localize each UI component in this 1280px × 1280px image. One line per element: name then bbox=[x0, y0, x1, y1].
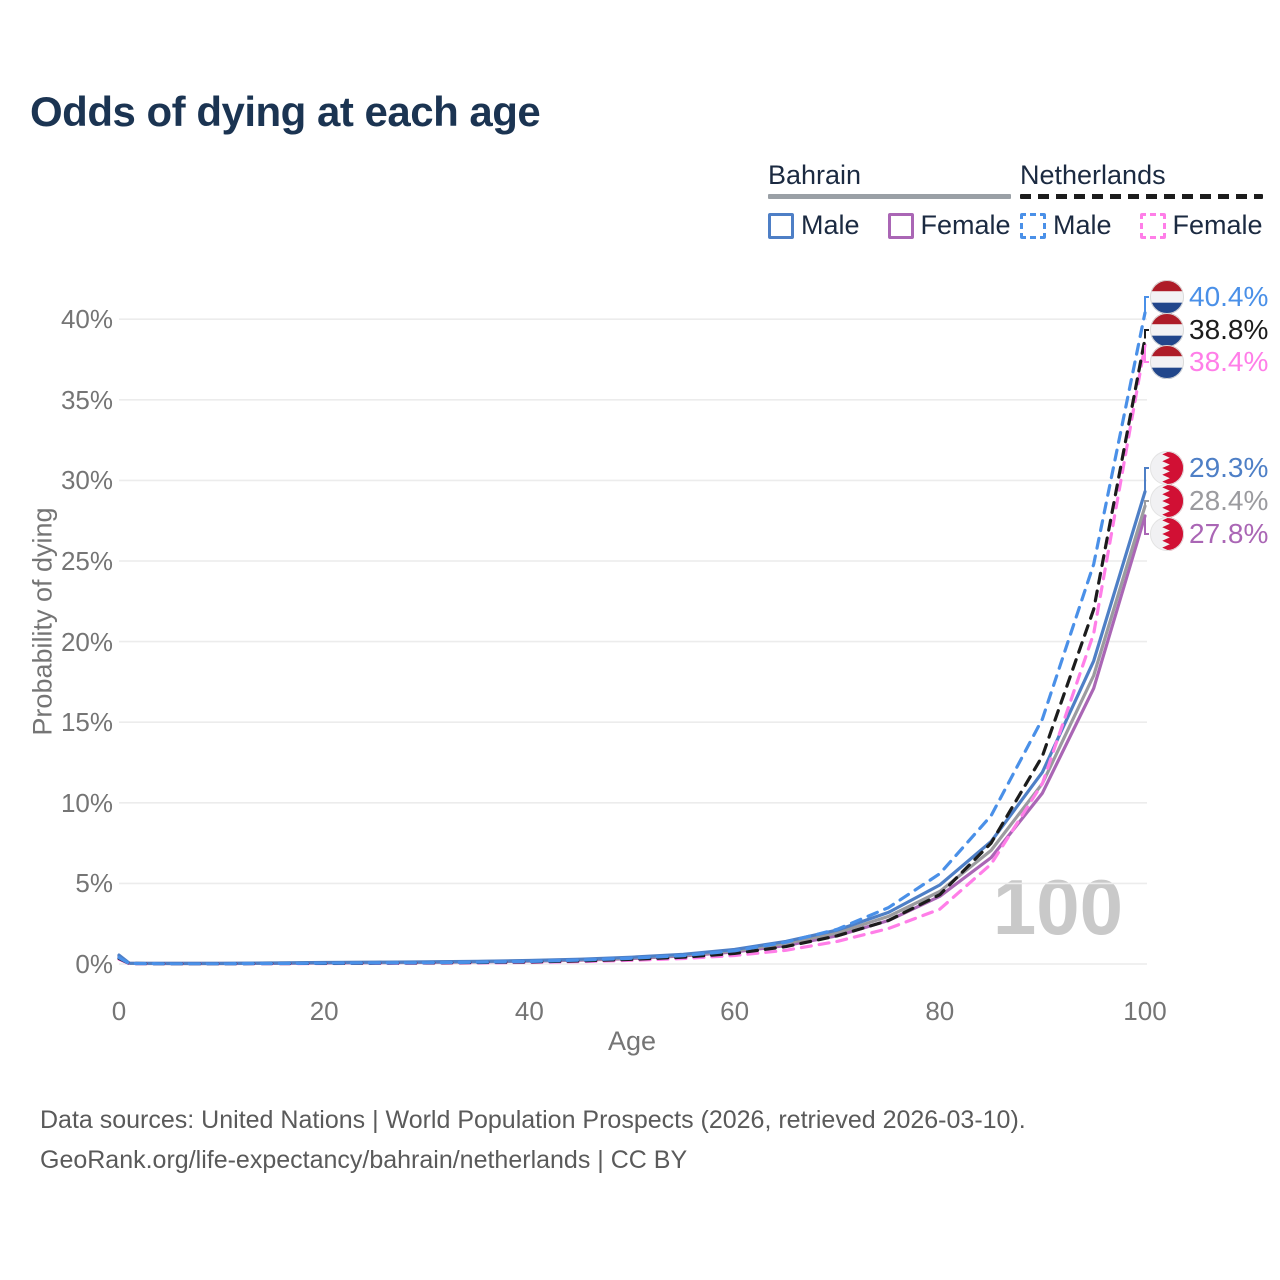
bahrain-solid-line-swatch bbox=[768, 194, 1011, 199]
netherlands-flag-icon bbox=[1150, 345, 1184, 379]
legend-item-bahrain-female[interactable]: Female bbox=[887, 210, 1011, 241]
end-label-value: 38.8% bbox=[1189, 314, 1269, 345]
bahrain-flag-icon bbox=[1150, 451, 1184, 485]
series-line-netherlands-both-sexes bbox=[117, 336, 1147, 966]
legend-label-netherlands-male: Male bbox=[1053, 210, 1112, 240]
end-label-value: 40.4% bbox=[1189, 281, 1269, 312]
legend-group-netherlands: Netherlands Male Female bbox=[1020, 160, 1263, 241]
series-line-bahrain-male bbox=[117, 490, 1147, 965]
bahrain-female-swatch-icon bbox=[887, 212, 914, 239]
end-label-value: 27.8% bbox=[1189, 518, 1269, 549]
y-tick-5%: 5% bbox=[75, 868, 113, 899]
bahrain-flag-icon bbox=[1150, 484, 1184, 518]
y-tick-10%: 10% bbox=[60, 787, 113, 818]
y-axis-title: Probability of dying bbox=[27, 507, 58, 736]
legend-label-bahrain-male: Male bbox=[801, 210, 860, 240]
leader-line-bahrain-both-sexes bbox=[1144, 500, 1149, 507]
age-counter-watermark: 100 bbox=[992, 863, 1123, 951]
x-tick-60: 60 bbox=[720, 996, 750, 1026]
series-line-netherlands-female bbox=[117, 343, 1147, 966]
end-label-netherlands-male: 40.4% bbox=[1150, 279, 1268, 315]
y-tick-20%: 20% bbox=[60, 626, 113, 657]
legend-item-bahrain-male[interactable]: Male bbox=[768, 210, 860, 241]
netherlands-flag-icon bbox=[1150, 280, 1184, 314]
y-tick-35%: 35% bbox=[60, 384, 113, 415]
leader-line-bahrain-male bbox=[1144, 467, 1149, 492]
page-title: Odds of dying at each age bbox=[30, 88, 541, 135]
bahrain-flag-icon bbox=[1150, 517, 1184, 551]
leader-line-netherlands-female bbox=[1144, 345, 1149, 363]
legend-bahrain-title: Bahrain bbox=[768, 160, 862, 190]
leader-line-netherlands-both-sexes bbox=[1144, 329, 1149, 339]
x-tick-80: 80 bbox=[925, 996, 955, 1026]
end-label-netherlands-both-sexes: 38.8% bbox=[1150, 312, 1268, 348]
bahrain-male-swatch-icon bbox=[768, 212, 794, 239]
series-line-netherlands-male bbox=[117, 311, 1147, 966]
legend-label-netherlands-female: Female bbox=[1172, 210, 1263, 240]
end-label-netherlands-female: 38.4% bbox=[1150, 344, 1268, 380]
x-tick-100: 100 bbox=[1123, 996, 1167, 1026]
y-tick-0%: 0% bbox=[75, 949, 113, 979]
leader-line-bahrain-female bbox=[1144, 515, 1149, 535]
y-tick-15%: 15% bbox=[60, 707, 113, 738]
x-tick-40: 40 bbox=[514, 996, 544, 1026]
netherlands-flag-icon bbox=[1150, 313, 1184, 347]
data-source-line2: GeoRank.org/life-expectancy/bahrain/neth… bbox=[40, 1146, 688, 1174]
end-label-bahrain-both-sexes: 28.4% bbox=[1150, 483, 1268, 519]
y-tick-30%: 30% bbox=[60, 465, 113, 496]
x-tick-0: 0 bbox=[111, 996, 127, 1026]
x-tick-20: 20 bbox=[309, 996, 339, 1026]
netherlands-male-swatch-icon bbox=[1020, 212, 1046, 239]
x-axis-title: Age bbox=[607, 1026, 657, 1056]
leader-line-netherlands-male bbox=[1144, 296, 1149, 313]
legend-netherlands-title: Netherlands bbox=[1020, 160, 1166, 190]
end-label-value: 29.3% bbox=[1189, 452, 1269, 483]
legend-item-netherlands-male[interactable]: Male bbox=[1020, 210, 1112, 241]
end-label-bahrain-female: 27.8% bbox=[1150, 516, 1268, 552]
netherlands-female-swatch-icon bbox=[1139, 212, 1166, 239]
y-tick-40%: 40% bbox=[60, 304, 113, 335]
legend-group-bahrain: Bahrain Male Female bbox=[768, 160, 1011, 241]
series-line-bahrain-both-sexes bbox=[117, 504, 1147, 966]
data-source-line1: Data sources: United Nations | World Pop… bbox=[40, 1106, 1026, 1134]
end-label-bahrain-male: 29.3% bbox=[1150, 450, 1268, 486]
legend-item-netherlands-female[interactable]: Female bbox=[1139, 210, 1263, 241]
series-line-bahrain-female bbox=[117, 514, 1147, 966]
legend-label-bahrain-female: Female bbox=[920, 210, 1011, 240]
y-tick-25%: 25% bbox=[60, 546, 113, 576]
end-label-value: 28.4% bbox=[1189, 485, 1269, 516]
end-label-value: 38.4% bbox=[1189, 346, 1269, 377]
netherlands-dashed-line-swatch bbox=[1020, 194, 1263, 199]
